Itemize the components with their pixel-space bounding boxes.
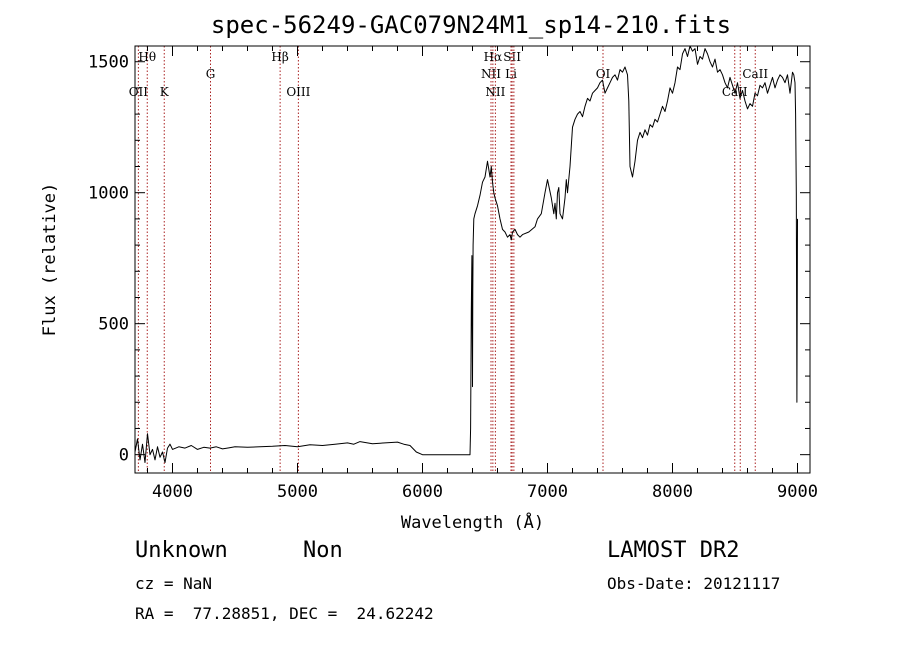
x-tick-label: 5000 [277,482,318,502]
y-tick-label: 1500 [88,53,129,73]
x-tick-label: 6000 [402,482,443,502]
emission-line-label: Hα [484,50,503,64]
y-axis-label: Flux (relative) [40,183,60,337]
y-tick-label: 1000 [88,184,129,204]
chart-title: spec-56249-GAC079N24M1_sp14-210.fits [211,11,731,39]
emission-line-label: Hβ [271,50,288,64]
y-tick-label: 0 [119,446,129,466]
coordinates-text: RA = 77.28851, DEC = 24.62242 [135,604,434,623]
emission-line-label: Hθ [138,50,156,64]
subclass-text: Non [303,538,343,563]
obs-date-text: Obs-Date: 20121117 [607,574,781,593]
emission-line-label: OII [129,85,149,99]
y-tick-label: 500 [98,315,129,335]
emission-line-label: K [160,85,170,99]
x-tick-label: 4000 [152,482,193,502]
x-tick-label: 8000 [652,482,693,502]
x-tick-label: 7000 [527,482,568,502]
emission-line-label: OI [596,67,611,81]
object-class-text: Unknown [135,538,228,563]
emission-line-label: NII [481,67,501,81]
emission-line-label: G [206,67,216,81]
cz-text: cz = NaN [135,574,213,593]
emission-line-label: Li [505,67,517,81]
x-axis-label: Wavelength (Å) [401,511,544,533]
spectrum-line [134,45,798,463]
emission-line-label: NII [485,85,505,99]
spectrum-line-group [134,45,798,463]
axis-ticks: 4000 5000 6000 7000 8000 9000 0 500 1000 1500 [88,46,818,502]
emission-line-label: CaII [742,67,768,81]
emission-line-label: OIII [286,85,310,99]
survey-text: LAMOST DR2 [607,538,740,563]
plot-frame [134,45,811,474]
x-tick-label: 9000 [777,482,818,502]
emission-line-label: SII [503,50,521,64]
